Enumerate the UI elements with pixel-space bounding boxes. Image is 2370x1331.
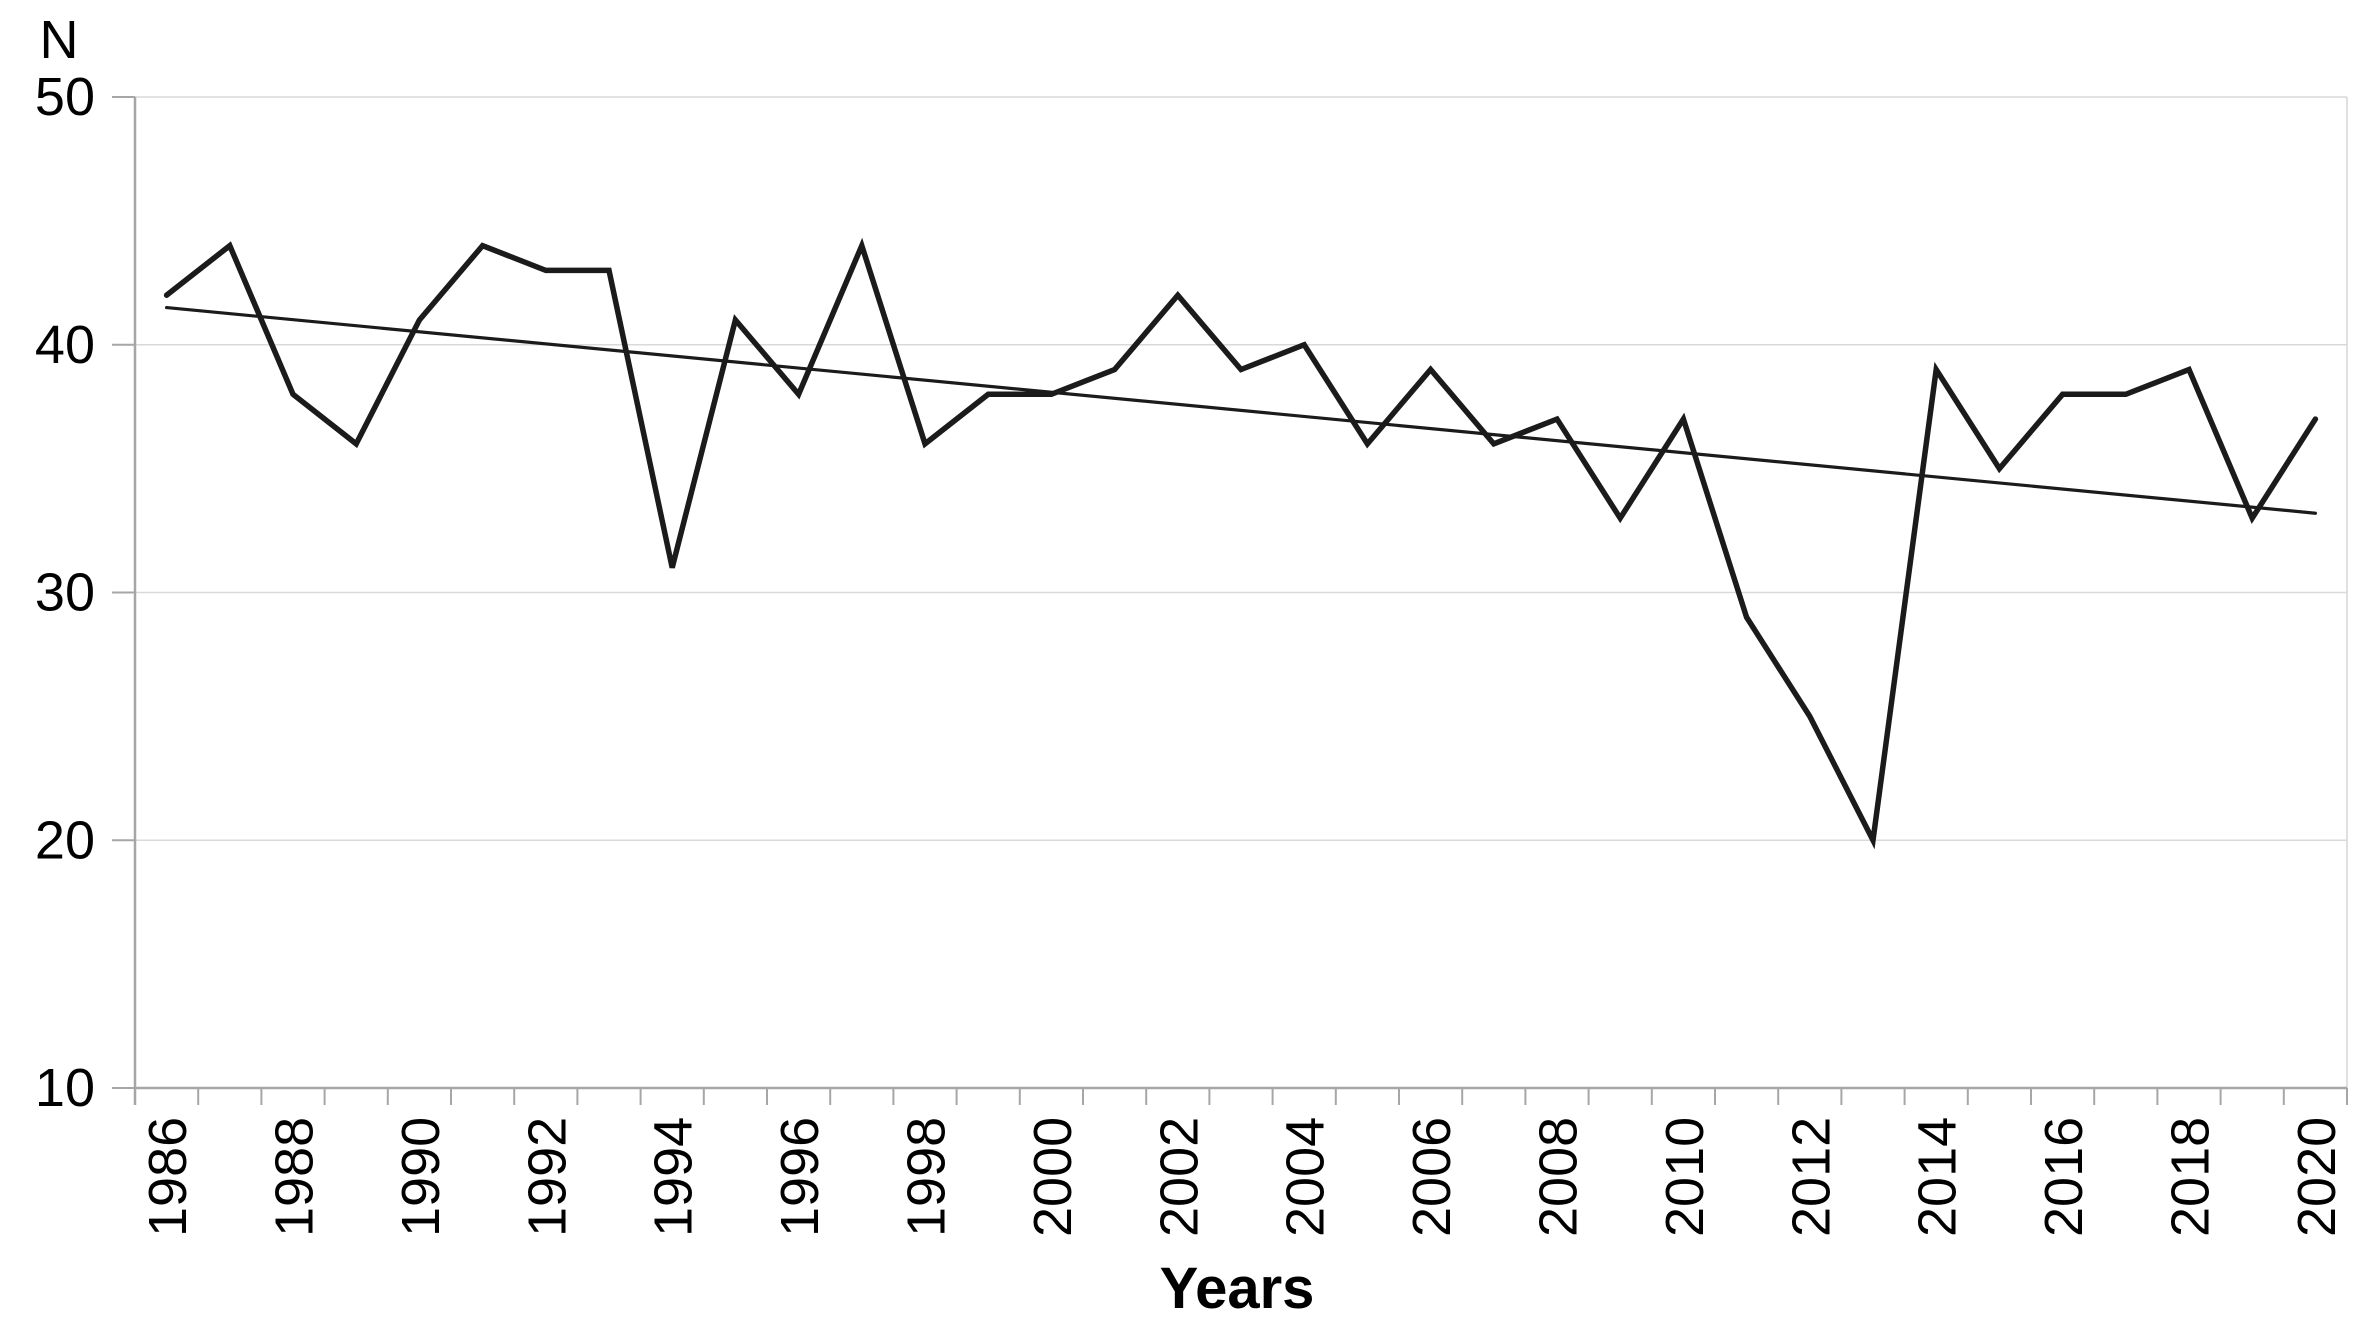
x-tick-label: 2016 bbox=[2034, 1117, 2094, 1237]
axes-layer bbox=[112, 96, 2348, 1105]
y-tick-label: 40 bbox=[35, 315, 95, 375]
x-tick-label: 2004 bbox=[1276, 1117, 1336, 1237]
data-series-line bbox=[163, 237, 2319, 850]
x-tick-label: 2010 bbox=[1655, 1117, 1715, 1237]
x-tick-label: 2008 bbox=[1528, 1117, 1588, 1237]
x-tick-label: 1988 bbox=[264, 1117, 324, 1237]
x-tick-label: 1990 bbox=[391, 1117, 451, 1237]
gridlines-layer bbox=[135, 96, 2348, 1088]
x-tick-label: 2020 bbox=[2287, 1117, 2347, 1237]
y-axis-label: N bbox=[40, 10, 79, 70]
x-axis-label: Years bbox=[1160, 1256, 1315, 1321]
series-layer bbox=[163, 237, 2319, 850]
x-tick-label: 2018 bbox=[2160, 1117, 2220, 1237]
y-tick-label: 30 bbox=[35, 563, 95, 623]
x-tick-label: 1994 bbox=[644, 1117, 704, 1237]
y-tick-label: 10 bbox=[35, 1058, 95, 1118]
x-tick-label: 1996 bbox=[770, 1117, 830, 1237]
x-tick-label: 1992 bbox=[517, 1117, 577, 1237]
x-tick-label: 2006 bbox=[1402, 1117, 1462, 1237]
x-tick-label: 2002 bbox=[1149, 1117, 1209, 1237]
y-tick-label: 50 bbox=[35, 67, 95, 127]
y-tick-label: 20 bbox=[35, 810, 95, 870]
x-tick-label: 2000 bbox=[1023, 1117, 1083, 1237]
x-tick-label: 1998 bbox=[896, 1117, 956, 1237]
x-tick-label: 2012 bbox=[1781, 1117, 1841, 1237]
trend-line bbox=[165, 305, 2317, 515]
x-tick-label: 1986 bbox=[138, 1117, 198, 1237]
x-tick-label: 2014 bbox=[1908, 1117, 1968, 1237]
